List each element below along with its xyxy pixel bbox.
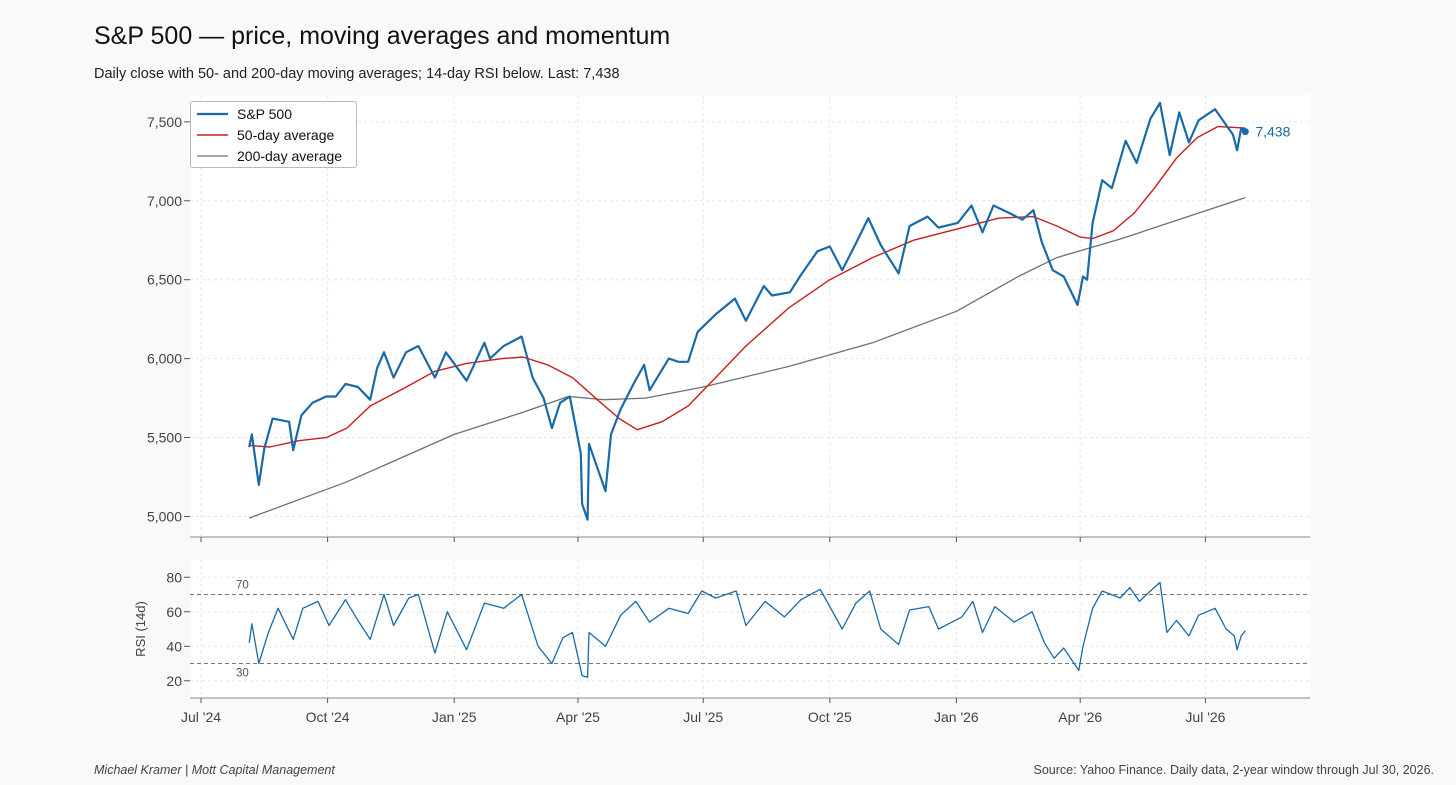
price-y-tick-label: 7,500: [147, 114, 182, 130]
rsi-y-tick-label: 80: [166, 569, 182, 585]
x-tick-label: Jul '24: [181, 709, 221, 725]
rsi-y-axis-label: RSI (14d): [133, 601, 148, 657]
x-tick-label: Oct '25: [808, 709, 852, 725]
rsi-plot-area: [190, 560, 1310, 698]
legend-label: 50-day average: [237, 127, 335, 143]
legend: S&P 500 50-day average 200-day average: [190, 101, 357, 168]
footer-credit: Michael Kramer | Mott Capital Management: [94, 763, 335, 777]
x-tick-label: Apr '25: [556, 709, 600, 725]
page-subtitle: Daily close with 50- and 200-day moving …: [94, 66, 620, 82]
x-tick-label: Jul '26: [1185, 709, 1225, 725]
rsi-y-tick-label: 20: [166, 673, 182, 689]
x-tick-label: Jul '25: [683, 709, 723, 725]
x-tick-label: Apr '26: [1058, 709, 1102, 725]
rsi-reference-label: 70: [236, 580, 249, 592]
price-y-tick-label: 6,500: [147, 272, 182, 288]
x-tick-label: Jan '26: [934, 709, 979, 725]
series-ma50-line: [249, 125, 1246, 448]
price-y-tick-label: 6,000: [147, 351, 182, 367]
price-y-tick-label: 7,000: [147, 193, 182, 209]
legend-label: 200-day average: [237, 148, 342, 164]
price-y-tick-label: 5,500: [147, 430, 182, 446]
last-value-marker: [1241, 128, 1249, 136]
series-ma200-line: [248, 196, 1246, 519]
footer-source: Source: Yahoo Finance. Daily data, 2-yea…: [1033, 763, 1434, 777]
x-tick-label: Jan '25: [432, 709, 477, 725]
legend-box: [190, 101, 357, 168]
legend-label: S&P 500: [237, 106, 292, 122]
series-sp500-line: [248, 101, 1247, 521]
rsi-y-tick-label: 60: [166, 604, 182, 620]
page-title: S&P 500 — price, moving averages and mom…: [94, 22, 671, 50]
price-y-tick-label: 5,000: [147, 508, 182, 524]
price-plot-area: [190, 95, 1310, 537]
series-rsi-line: [248, 581, 1246, 678]
last-value-label: 7,438: [1255, 124, 1290, 140]
rsi-y-tick-label: 40: [166, 638, 182, 654]
x-tick-label: Oct '24: [306, 709, 350, 725]
rsi-reference-label: 30: [236, 668, 249, 680]
